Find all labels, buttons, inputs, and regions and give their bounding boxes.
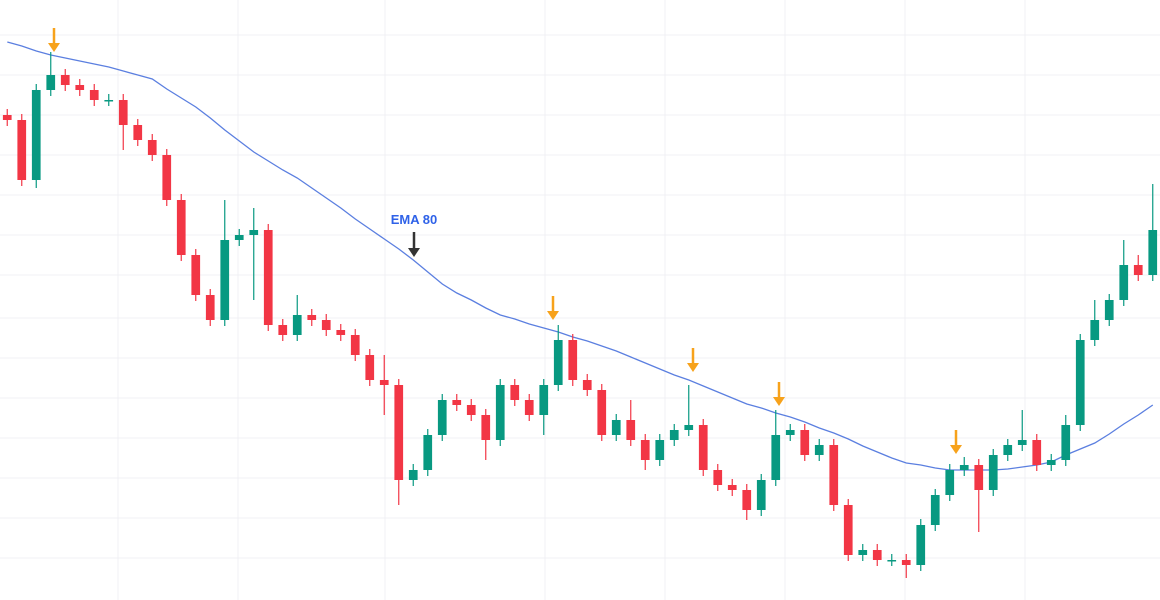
candle-body: [1032, 440, 1042, 465]
candle-body: [423, 435, 433, 470]
candle-body: [945, 470, 955, 495]
candle-body: [466, 405, 476, 415]
candle-body: [263, 230, 273, 325]
candle-body: [162, 155, 172, 200]
ema-label: EMA 80: [391, 212, 437, 227]
candle-body: [249, 230, 259, 235]
candle-body: [611, 420, 621, 435]
candle-body: [582, 380, 592, 390]
candle-body: [568, 340, 578, 380]
candle-body: [626, 420, 636, 440]
candle-body: [89, 90, 99, 100]
candle-body: [901, 560, 911, 565]
candle-body: [785, 430, 795, 435]
candle-body: [452, 400, 462, 405]
candle-body: [292, 315, 302, 335]
annotations: EMA 80: [48, 28, 962, 454]
ema-line: [7, 41, 1154, 471]
candle-body: [1133, 265, 1143, 275]
candle-body: [2, 115, 12, 120]
candle-body: [350, 335, 360, 355]
candle-body: [133, 125, 143, 140]
candle-body: [727, 485, 737, 490]
candle-body: [220, 240, 230, 320]
candle-body: [1090, 320, 1100, 340]
candle-body: [655, 440, 665, 460]
candle-body: [394, 385, 404, 480]
candle-body: [437, 400, 447, 435]
candle-body: [640, 440, 650, 460]
candle-body: [742, 490, 752, 510]
plot: [2, 41, 1158, 578]
candle-body: [191, 255, 201, 295]
candle-body: [553, 340, 563, 385]
candle-body: [916, 525, 926, 565]
candle-body: [988, 455, 998, 490]
candle-body: [771, 435, 781, 480]
candle-body: [147, 140, 157, 155]
candle-body: [118, 100, 128, 125]
candle-body: [365, 355, 375, 380]
candle-body: [1061, 425, 1071, 460]
candle-body: [1119, 265, 1129, 300]
candle-body: [930, 495, 940, 525]
candle-body: [510, 385, 520, 400]
candle-body: [278, 325, 288, 335]
candle-body: [1046, 460, 1056, 465]
candle-body: [829, 445, 839, 505]
candle-body: [321, 320, 331, 330]
candle-body: [234, 235, 244, 240]
candle-body: [176, 200, 186, 255]
candle-body: [60, 75, 70, 85]
candle-body: [307, 315, 317, 320]
candle-body: [17, 120, 27, 180]
candle-body: [524, 400, 534, 415]
candle-body: [872, 550, 882, 560]
candle-body: [408, 470, 418, 480]
candle-body: [597, 390, 607, 435]
candle-body: [205, 295, 215, 320]
candle-body: [684, 425, 694, 430]
candle-body: [858, 550, 868, 555]
candle-body: [495, 385, 505, 440]
ema-arrow: [408, 232, 420, 257]
candle-body: [46, 75, 56, 90]
candle-body: [713, 470, 723, 485]
signal-arrows: [48, 28, 962, 454]
candle-body: [669, 430, 679, 440]
candle-body: [1104, 300, 1114, 320]
candle-body: [481, 415, 491, 440]
candle-body: [1017, 440, 1027, 445]
candle-body: [1075, 340, 1085, 425]
candle-body: [75, 85, 85, 90]
candle-body: [698, 425, 708, 470]
candle-body: [974, 465, 984, 490]
candle-body: [379, 380, 389, 385]
candle-body: [756, 480, 766, 510]
candle-body: [814, 445, 824, 455]
candle-body: [31, 90, 41, 180]
candle-body: [843, 505, 853, 555]
candle-body: [1003, 445, 1013, 455]
candle-body: [104, 100, 114, 102]
candle-body: [887, 560, 897, 562]
candle-body: [1148, 230, 1158, 275]
candle-body: [539, 385, 549, 415]
candle-body: [336, 330, 346, 335]
candle-body: [800, 430, 810, 455]
candle-body: [959, 465, 969, 470]
